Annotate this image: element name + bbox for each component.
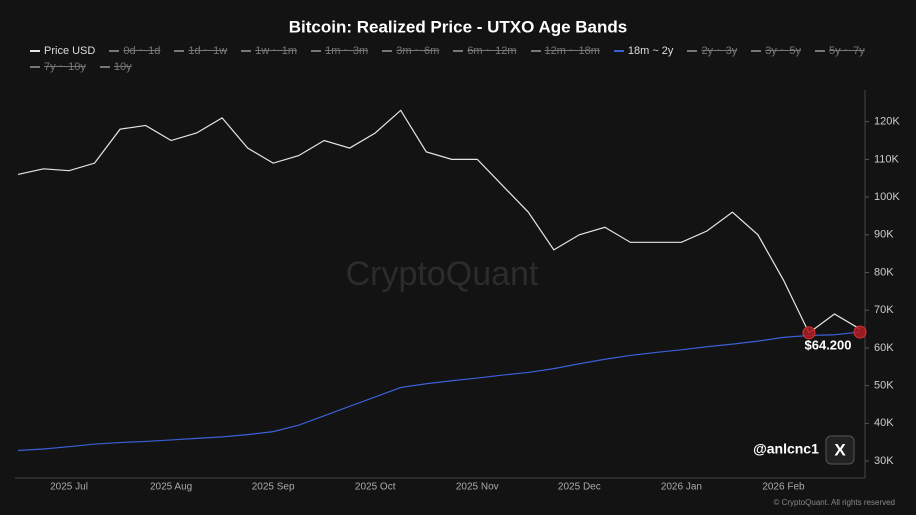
legend-label: 1m ~ 3m: [325, 45, 369, 57]
x-tick-label: 2026 Jan: [661, 482, 702, 493]
legend-label: 2y ~ 3y: [701, 45, 738, 57]
legend-item[interactable]: 10y: [99, 61, 132, 73]
legend-label: 12m ~ 18m: [544, 45, 600, 57]
y-tick-label: 30K: [874, 455, 894, 467]
y-tick-label: 40K: [874, 417, 894, 429]
legend-item[interactable]: 1w ~ 1m: [241, 45, 297, 57]
legend-swatch: [99, 66, 110, 68]
watermark: CryptoQuant: [346, 255, 539, 293]
logo: X: [834, 440, 846, 459]
chart-title: Bitcoin: Realized Price - UTXO Age Bands: [289, 17, 628, 36]
series-line: [17, 109, 861, 334]
y-tick-label: 120K: [874, 116, 900, 128]
y-tick-label: 60K: [874, 342, 894, 354]
y-tick-label: 100K: [874, 191, 900, 203]
legend-swatch: [311, 50, 322, 52]
legend-label: 0d ~ 1d: [123, 45, 161, 57]
legend-label: 1w ~ 1m: [255, 45, 298, 57]
y-tick-label: 80K: [874, 266, 894, 278]
legend-swatch: [453, 50, 464, 52]
legend-swatch: [613, 50, 624, 52]
legend-item[interactable]: Price USD: [30, 45, 95, 57]
x-tick-label: 2025 Oct: [355, 482, 396, 493]
x-tick-label: 2025 Nov: [456, 482, 499, 493]
legend-swatch: [30, 66, 40, 68]
x-tick-label: 2026 Feb: [762, 482, 805, 493]
legend-item[interactable]: 1m ~ 3m: [311, 45, 368, 57]
handle: @anlcnc1: [753, 441, 819, 457]
legend-swatch: [382, 50, 393, 52]
legend-item[interactable]: 5y ~ 7y: [815, 45, 865, 57]
x-tick-label: 2025 Jul: [50, 482, 88, 493]
logo-box: [825, 435, 855, 465]
legend: Price USD 0d ~ 1d 1d ~ 1w 1w ~ 1m 1m ~ 3m 3m …: [30, 45, 900, 73]
legend-item[interactable]: 18m ~ 2y: [613, 45, 674, 57]
legend-swatch: [815, 50, 825, 52]
legend-label: 3y ~ 5y: [765, 45, 801, 57]
legend-item[interactable]: 0d ~ 1d: [109, 45, 160, 57]
annotation: $64.200: [805, 338, 852, 353]
legend-label: 6m ~ 12m: [467, 45, 517, 57]
legend-label: 1d ~ 1w: [188, 45, 228, 57]
highlight-marker: [853, 325, 867, 339]
legend-item[interactable]: 3y ~ 5y: [751, 45, 801, 57]
legend-swatch: [687, 50, 698, 52]
x-tick-label: 2025 Aug: [150, 482, 192, 493]
legend-swatch: [109, 50, 120, 52]
y-tick-label: 70K: [874, 304, 894, 316]
legend-label: Price USD: [44, 45, 96, 57]
legend-swatch: [530, 50, 541, 52]
legend-item[interactable]: 3m ~ 6m: [382, 45, 439, 57]
legend-label: 18m ~ 2y: [627, 45, 674, 57]
y-tick-label: 50K: [874, 380, 894, 392]
legend-label: 5y ~ 7y: [829, 45, 865, 57]
x-tick-label: 2025 Sep: [252, 482, 295, 493]
legend-item[interactable]: 12m ~ 18m: [530, 45, 600, 57]
highlight-marker: [802, 326, 816, 340]
legend-swatch: [241, 50, 252, 52]
legend-swatch: [30, 50, 40, 52]
legend-item[interactable]: 6m ~ 12m: [453, 45, 517, 57]
legend-item[interactable]: 2y ~ 3y: [687, 45, 737, 57]
x-tick-label: 2025 Dec: [558, 482, 601, 493]
legend-swatch: [751, 50, 762, 52]
y-tick-label: 110K: [874, 153, 900, 165]
legend-label: 7y ~ 10y: [44, 61, 86, 73]
legend-label: 10y: [113, 61, 132, 73]
legend-swatch: [174, 50, 185, 52]
copyright: © CryptoQuant. All rights reserved: [774, 498, 896, 507]
legend-item[interactable]: 1d ~ 1w: [174, 45, 227, 57]
legend-label: 3m ~ 6m: [396, 45, 440, 57]
series-line: [17, 331, 861, 452]
y-tick-label: 90K: [874, 229, 894, 241]
legend-item[interactable]: 7y ~ 10y: [30, 61, 86, 73]
